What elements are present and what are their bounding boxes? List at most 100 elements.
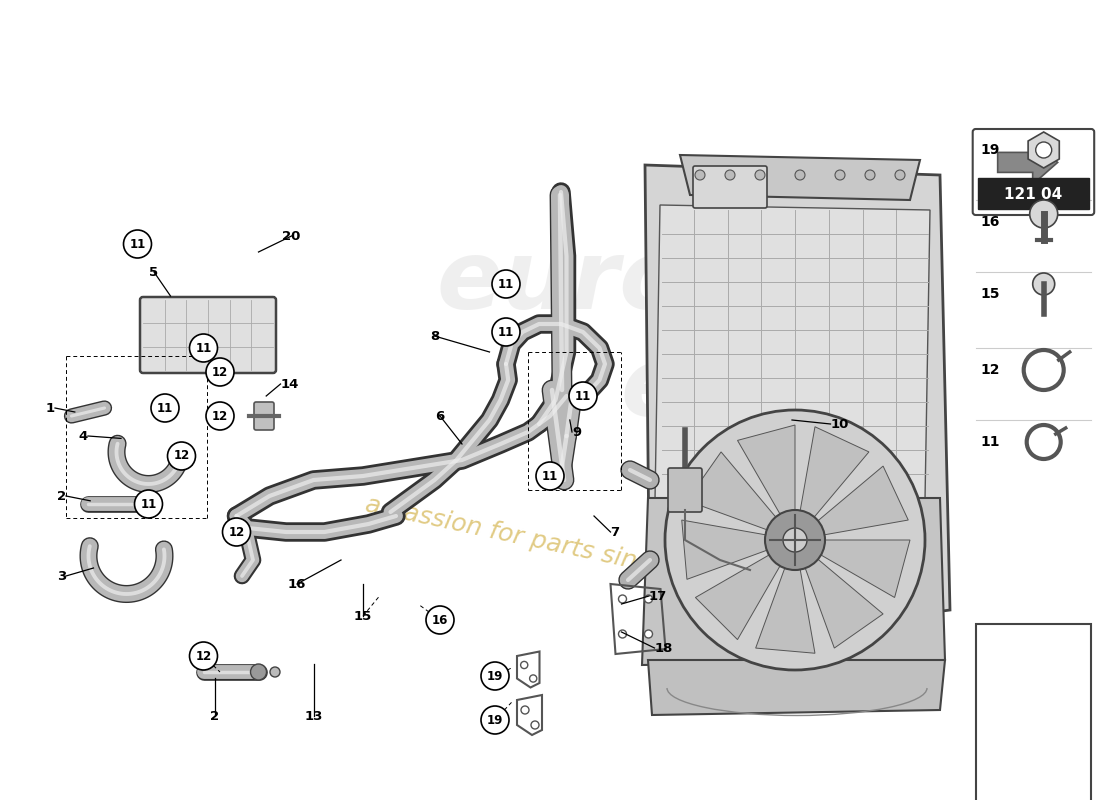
Text: 121 04: 121 04 <box>1004 187 1063 202</box>
Polygon shape <box>642 498 945 665</box>
Text: 2: 2 <box>210 710 219 722</box>
Text: 11: 11 <box>157 402 173 414</box>
Circle shape <box>645 595 652 603</box>
Circle shape <box>666 410 925 670</box>
Polygon shape <box>814 466 909 536</box>
Text: 10: 10 <box>830 418 849 430</box>
Circle shape <box>123 230 152 258</box>
Polygon shape <box>680 155 920 200</box>
Text: 11: 11 <box>130 238 145 250</box>
Text: 14: 14 <box>280 378 299 390</box>
Text: 6: 6 <box>436 410 444 422</box>
Circle shape <box>141 496 156 512</box>
Circle shape <box>1033 273 1055 295</box>
Text: 19: 19 <box>487 714 503 726</box>
FancyBboxPatch shape <box>693 166 767 208</box>
Polygon shape <box>695 553 782 639</box>
Text: 12: 12 <box>212 366 228 378</box>
Circle shape <box>151 394 179 422</box>
FancyBboxPatch shape <box>668 468 702 512</box>
Circle shape <box>206 358 234 386</box>
Text: 8: 8 <box>430 330 439 342</box>
Circle shape <box>492 318 520 346</box>
Text: 1: 1 <box>46 402 55 414</box>
Text: 11: 11 <box>498 278 514 290</box>
FancyBboxPatch shape <box>140 297 276 373</box>
Polygon shape <box>648 660 945 715</box>
FancyBboxPatch shape <box>254 402 274 430</box>
Circle shape <box>569 382 597 410</box>
Circle shape <box>189 334 218 362</box>
Text: 11: 11 <box>980 435 1000 449</box>
Text: 11: 11 <box>498 326 514 338</box>
Polygon shape <box>804 556 883 648</box>
Text: 16: 16 <box>288 578 306 590</box>
Circle shape <box>189 642 218 670</box>
Polygon shape <box>1028 132 1059 168</box>
Text: 5: 5 <box>150 266 158 278</box>
Circle shape <box>725 170 735 180</box>
Text: 7: 7 <box>610 526 619 538</box>
Text: 2: 2 <box>57 490 66 502</box>
Circle shape <box>167 442 196 470</box>
Text: 12: 12 <box>196 650 211 662</box>
Text: 15: 15 <box>354 610 372 622</box>
Circle shape <box>426 606 454 634</box>
Polygon shape <box>816 540 910 598</box>
Polygon shape <box>682 520 771 579</box>
Circle shape <box>481 662 509 690</box>
Text: 16: 16 <box>432 614 448 626</box>
Circle shape <box>520 662 528 669</box>
FancyBboxPatch shape <box>972 129 1094 215</box>
Circle shape <box>755 170 764 180</box>
Circle shape <box>1036 142 1052 158</box>
Circle shape <box>764 510 825 570</box>
Circle shape <box>481 706 509 734</box>
Circle shape <box>134 490 163 518</box>
Circle shape <box>206 402 234 430</box>
Polygon shape <box>756 563 815 654</box>
Text: 19: 19 <box>487 670 503 682</box>
Text: 16: 16 <box>980 215 1000 229</box>
Circle shape <box>492 270 520 298</box>
Text: 13: 13 <box>305 710 322 722</box>
Polygon shape <box>800 426 869 521</box>
Circle shape <box>895 170 905 180</box>
Text: 12: 12 <box>980 363 1000 377</box>
Text: 20: 20 <box>283 230 300 242</box>
Circle shape <box>529 675 537 682</box>
Circle shape <box>618 630 627 638</box>
Text: 12: 12 <box>212 410 228 422</box>
FancyBboxPatch shape <box>976 624 1091 800</box>
Text: 18: 18 <box>654 642 673 654</box>
Circle shape <box>270 667 280 677</box>
Text: 11: 11 <box>141 498 156 510</box>
Circle shape <box>835 170 845 180</box>
Polygon shape <box>654 205 930 500</box>
Text: 12: 12 <box>174 450 189 462</box>
Circle shape <box>222 518 251 546</box>
Circle shape <box>618 595 627 603</box>
Text: 11: 11 <box>196 342 211 354</box>
Text: 19: 19 <box>980 143 1000 157</box>
Circle shape <box>521 706 529 714</box>
Circle shape <box>251 664 266 680</box>
Circle shape <box>645 630 652 638</box>
Circle shape <box>795 170 805 180</box>
Text: eurospar
es: eurospar es <box>437 236 927 436</box>
Text: 4: 4 <box>79 430 88 442</box>
Text: 17: 17 <box>649 590 668 602</box>
Polygon shape <box>737 425 795 518</box>
Text: 11: 11 <box>575 390 591 402</box>
Circle shape <box>531 721 539 729</box>
Circle shape <box>783 528 807 552</box>
Text: 11: 11 <box>542 470 558 482</box>
Text: 3: 3 <box>57 570 66 582</box>
Text: a passion for parts since 1985: a passion for parts since 1985 <box>363 493 737 595</box>
Circle shape <box>695 170 705 180</box>
Text: 15: 15 <box>980 287 1000 301</box>
FancyBboxPatch shape <box>978 178 1089 209</box>
Text: 12: 12 <box>229 526 244 538</box>
Polygon shape <box>686 452 779 531</box>
Polygon shape <box>998 141 1058 184</box>
